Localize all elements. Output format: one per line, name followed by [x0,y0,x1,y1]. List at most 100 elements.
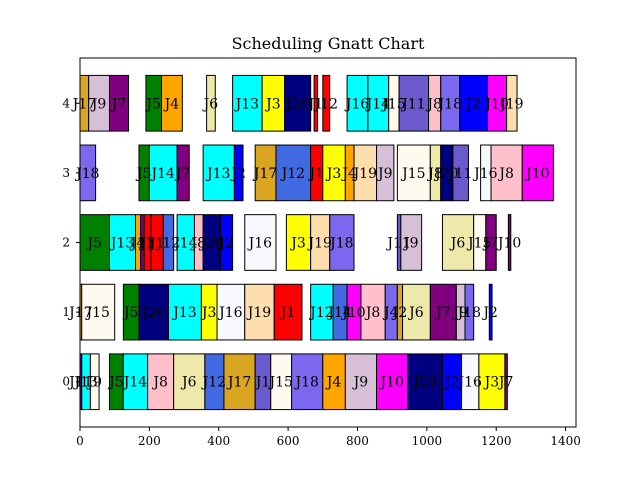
y-tick-label: 1 [62,305,70,319]
task-label: J14 [365,96,391,112]
task-bar [233,144,244,202]
task-label: J2 [229,166,246,182]
task-bar [488,283,493,341]
task-bar [360,283,386,341]
task-label: J3 [200,305,217,321]
y-tick-label: 4 [62,96,70,110]
task-label: J7 [497,375,514,391]
task-label: J5 [85,236,102,252]
task-label: J14 [172,236,198,252]
task-label: J20 [433,166,458,182]
task-bar [459,74,489,132]
x-tick-label: 200 [138,434,161,448]
x-tick-label: 800 [346,434,369,448]
task-label: J10 [483,96,508,112]
task-bar [176,144,190,202]
task-label: J8 [497,166,514,182]
task-label: J5 [122,305,139,321]
task-label: J8 [190,236,207,252]
task-label: J18 [328,236,353,252]
task-bar [407,353,443,411]
task-bar [138,283,169,341]
task-label: J16 [247,236,273,252]
task-bar [507,214,512,271]
task-bar [147,353,175,411]
task-label: J6 [180,375,197,391]
task-label: J1 [254,375,271,391]
task-label: J20 [140,305,165,321]
task-label: J1 [307,96,324,112]
task-label: J12 [313,96,338,112]
y-tick-label: 2 [62,236,70,250]
task-label: J3 [325,166,342,182]
task-bar [232,74,263,132]
task-label: J12 [280,166,305,182]
task-label: J2 [443,375,460,391]
task-label: J19 [498,96,523,112]
y-tick-label: 3 [62,166,70,180]
task-bar [478,353,506,411]
task-label: J2 [217,236,234,252]
task-label: J13 [72,375,97,391]
task-label: J7 [174,166,191,182]
task-bar [216,283,246,341]
task-label: J5 [107,375,124,391]
task-label: J19 [352,166,377,182]
task-bar [219,214,234,271]
task-label: J18 [456,305,481,321]
task-label: J10 [524,166,549,182]
task-label: J13 [234,96,259,112]
task-bar [162,214,175,271]
task-label: J9 [85,375,102,391]
task-bar [322,74,331,132]
task-label: J4 [340,166,357,182]
task-label: J6 [407,305,424,321]
x-tick-label: 600 [277,434,300,448]
task-label: J12 [201,375,226,391]
task-label: J7 [138,236,155,252]
task-bar [202,144,235,202]
task-label: J4 [129,236,146,252]
task-label: J5 [135,166,152,182]
task-label: J12 [308,305,333,321]
task-label: J9 [352,375,369,391]
x-tick-label: 1400 [550,434,581,448]
task-bar [344,353,378,411]
task-label: J8 [151,375,168,391]
task-label: J9 [402,236,419,252]
task-bar [284,74,312,132]
task-label: J8 [364,305,381,321]
task-label: J1 [148,236,165,252]
task-label: J15 [400,166,425,182]
task-label: J2 [464,96,481,112]
task-bar [167,283,202,341]
task-label: J11 [447,166,472,182]
task-bar [285,214,312,271]
task-bar [400,214,423,271]
task-bar [506,74,518,132]
task-label: J15 [380,96,405,112]
task-bar [161,74,183,132]
task-label: J16 [217,305,243,321]
task-bar [273,283,303,341]
x-axis: 0 200 400 600 800 1000 1200 1400 [76,427,581,448]
task-label: J16 [472,166,498,182]
task-label: J14 [150,166,176,182]
task-bar [402,283,431,341]
task-label: J15 [84,305,109,321]
task-label: J6 [449,236,466,252]
task-label: J18 [437,96,462,112]
task-bar [398,74,430,132]
task-label: J20 [198,236,223,252]
task-label: J13 [171,305,196,321]
task-label: J10 [496,236,521,252]
task-bar [452,144,469,202]
task-bar [396,144,431,202]
task-label: J14 [326,305,352,321]
task-label: J1 [279,305,296,321]
task-label: J16 [344,96,370,112]
task-label: J15 [267,375,292,391]
task-label: J10 [340,305,365,321]
task-label: J9 [376,166,393,182]
task-label: J20 [411,375,436,391]
